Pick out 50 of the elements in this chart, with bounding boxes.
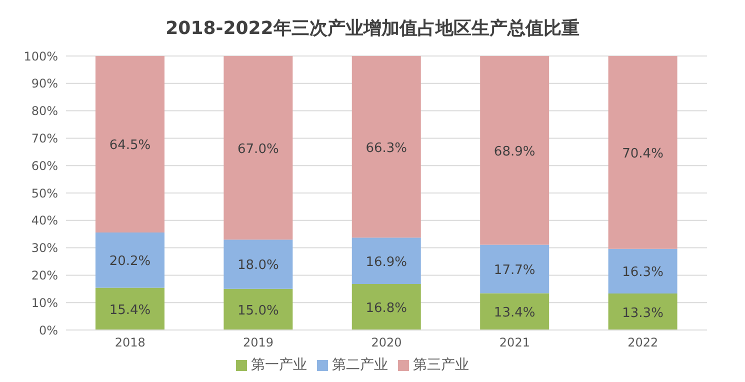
data-label: 66.3%: [366, 140, 408, 156]
data-label: 15.0%: [238, 303, 279, 318]
bar: [480, 56, 550, 245]
data-label: 20.2%: [109, 254, 151, 270]
chart-title: 2018-2022年三次产业增加值占地区生产总值比重: [164, 17, 580, 41]
data-label: 13.4%: [494, 306, 536, 321]
bar: [224, 288, 293, 330]
bar: [608, 248, 678, 294]
y-tick-label: 100%: [24, 49, 58, 64]
x-tick-label: 2022: [628, 336, 658, 350]
bar: [480, 293, 550, 330]
x-tick-label: 2021: [499, 336, 530, 350]
bar: [95, 288, 164, 330]
x-tick-label: 2018: [114, 336, 146, 350]
bar: [352, 284, 421, 330]
y-tick-label: 40%: [31, 214, 58, 228]
bar: [608, 294, 678, 330]
legend-label: 第二产业: [332, 357, 388, 373]
y-tick-label: 50%: [31, 186, 58, 200]
x-tick-label: 2019: [243, 336, 274, 350]
y-tick-label: 30%: [31, 241, 58, 256]
bar: [224, 240, 293, 289]
data-label: 17.7%: [494, 263, 536, 278]
data-label: 18.0%: [238, 258, 279, 274]
data-label: 64.5%: [109, 138, 151, 154]
data-label: 13.3%: [622, 306, 664, 321]
bar: [224, 56, 293, 240]
bar: [95, 232, 164, 288]
bar: [352, 238, 421, 284]
legend-label: 第三产业: [413, 357, 469, 373]
data-label: 70.4%: [622, 146, 664, 162]
data-label: 15.4%: [109, 302, 151, 318]
y-tick-label: 10%: [31, 296, 58, 310]
x-tick-label: 2020: [371, 336, 402, 350]
data-label: 16.9%: [366, 254, 408, 270]
data-label: 68.9%: [494, 144, 536, 160]
y-tick-label: 20%: [31, 268, 58, 282]
y-tick-label: 60%: [31, 158, 58, 173]
y-tick-label: 0%: [38, 323, 58, 338]
data-label: 67.0%: [238, 142, 279, 157]
bar: [95, 56, 164, 232]
data-label: 16.8%: [366, 300, 408, 316]
data-label: 16.3%: [622, 265, 664, 280]
bar: [352, 56, 421, 238]
bar: [480, 244, 550, 294]
bar: [608, 56, 678, 249]
legend-label: 第一产业: [251, 357, 307, 373]
y-tick-label: 70%: [31, 131, 58, 146]
y-tick-label: 90%: [31, 76, 58, 91]
y-tick-label: 80%: [31, 104, 58, 118]
